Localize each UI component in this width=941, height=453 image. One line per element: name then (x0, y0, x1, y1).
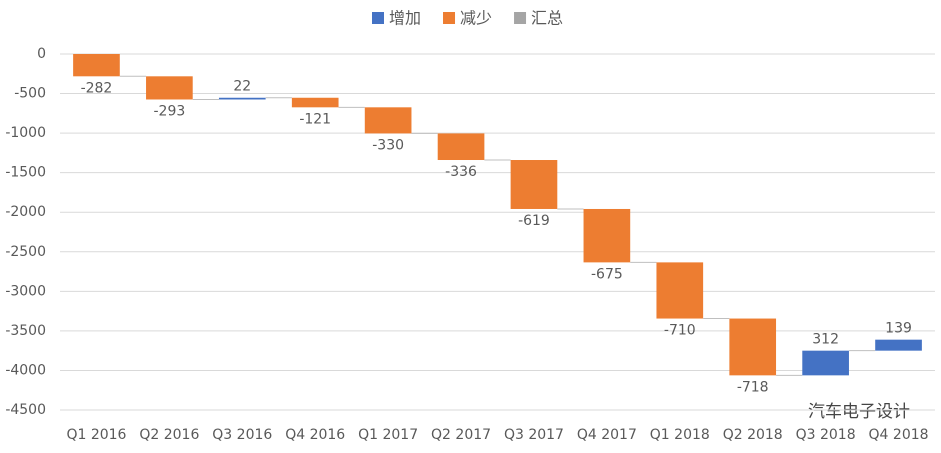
y-tick-label: -4500 (5, 402, 46, 418)
x-tick-label: Q3 2017 (504, 427, 564, 443)
y-tick-label: -2000 (5, 204, 46, 220)
legend-swatch (372, 12, 384, 24)
data-label: -282 (81, 80, 113, 96)
data-label: -718 (737, 379, 769, 395)
data-label: -619 (518, 213, 550, 229)
y-tick-label: -4000 (5, 362, 46, 378)
x-tick-label: Q4 2018 (869, 427, 929, 443)
y-tick-label: -2500 (5, 244, 46, 260)
bar (73, 54, 120, 77)
bar (146, 76, 193, 100)
bar (802, 350, 849, 376)
y-tick-label: 0 (37, 46, 46, 62)
bar (437, 133, 485, 161)
legend-label: 汇总 (531, 9, 563, 28)
data-label: -675 (591, 266, 623, 282)
data-label: 312 (812, 332, 839, 348)
x-tick-label: Q1 2017 (358, 427, 418, 443)
data-label: -710 (664, 323, 696, 339)
data-label: 139 (885, 321, 912, 337)
y-tick-label: -1000 (5, 125, 46, 141)
x-tick-label: Q2 2017 (431, 427, 491, 443)
bar (364, 107, 412, 134)
x-tick-label: Q2 2018 (723, 427, 783, 443)
x-tick-label: Q3 2016 (212, 427, 272, 443)
legend-swatch (443, 12, 456, 24)
data-label: -330 (372, 137, 404, 153)
bar (729, 318, 777, 376)
bar (656, 262, 704, 319)
y-tick-label: -500 (14, 86, 46, 102)
x-tick-label: Q1 2016 (66, 427, 126, 443)
bar (291, 97, 339, 108)
legend-swatch (514, 12, 527, 24)
x-tick-label: Q2 2016 (139, 427, 199, 443)
y-tick-label: -1500 (5, 165, 46, 181)
y-tick-label: -3500 (5, 323, 46, 339)
data-label: -336 (445, 164, 477, 180)
legend-label: 减少 (460, 9, 492, 28)
watermark: 汽车电子设计 (808, 402, 910, 422)
bar (510, 160, 558, 209)
y-tick-label: -3000 (5, 283, 46, 299)
data-label: 22 (233, 79, 251, 95)
x-tick-label: Q3 2018 (796, 427, 856, 443)
bar (875, 339, 922, 351)
data-label: -121 (299, 111, 331, 127)
bar (218, 97, 266, 100)
x-tick-label: Q4 2017 (577, 427, 637, 443)
x-tick-label: Q1 2018 (650, 427, 710, 443)
bar (583, 208, 631, 263)
legend-label: 增加 (389, 9, 421, 28)
data-label: -293 (153, 103, 185, 119)
x-tick-label: Q4 2016 (285, 427, 345, 443)
